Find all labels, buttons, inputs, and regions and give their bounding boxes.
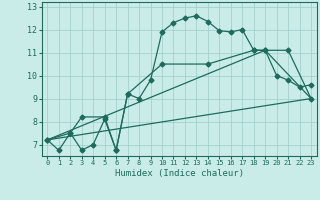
X-axis label: Humidex (Indice chaleur): Humidex (Indice chaleur): [115, 169, 244, 178]
